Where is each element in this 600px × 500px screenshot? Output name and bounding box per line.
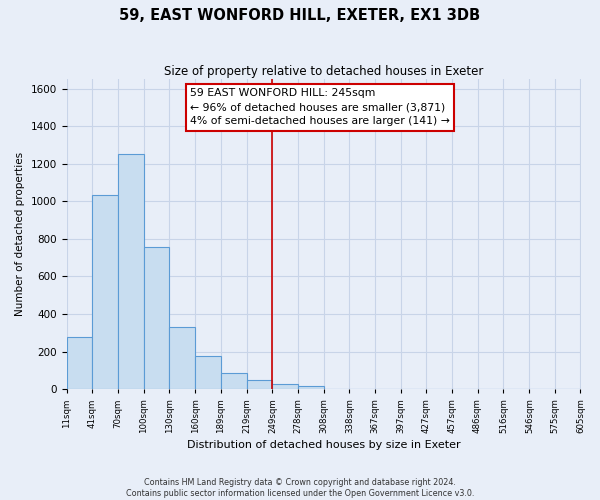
Text: 59 EAST WONFORD HILL: 245sqm
← 96% of detached houses are smaller (3,871)
4% of : 59 EAST WONFORD HILL: 245sqm ← 96% of de… (190, 88, 450, 126)
Title: Size of property relative to detached houses in Exeter: Size of property relative to detached ho… (164, 65, 483, 78)
Bar (272, 384, 298, 389)
Bar (196, 356, 221, 389)
Bar (118, 154, 143, 389)
Y-axis label: Number of detached properties: Number of detached properties (15, 152, 25, 316)
Text: Contains HM Land Registry data © Crown copyright and database right 2024.
Contai: Contains HM Land Registry data © Crown c… (126, 478, 474, 498)
Bar (92, 194, 118, 389)
Bar (247, 380, 272, 389)
Bar (221, 373, 247, 389)
Bar (67, 336, 92, 389)
Text: 59, EAST WONFORD HILL, EXETER, EX1 3DB: 59, EAST WONFORD HILL, EXETER, EX1 3DB (119, 8, 481, 22)
Bar (298, 386, 323, 389)
Bar (143, 248, 169, 389)
X-axis label: Distribution of detached houses by size in Exeter: Distribution of detached houses by size … (187, 440, 460, 450)
Bar (169, 327, 196, 389)
